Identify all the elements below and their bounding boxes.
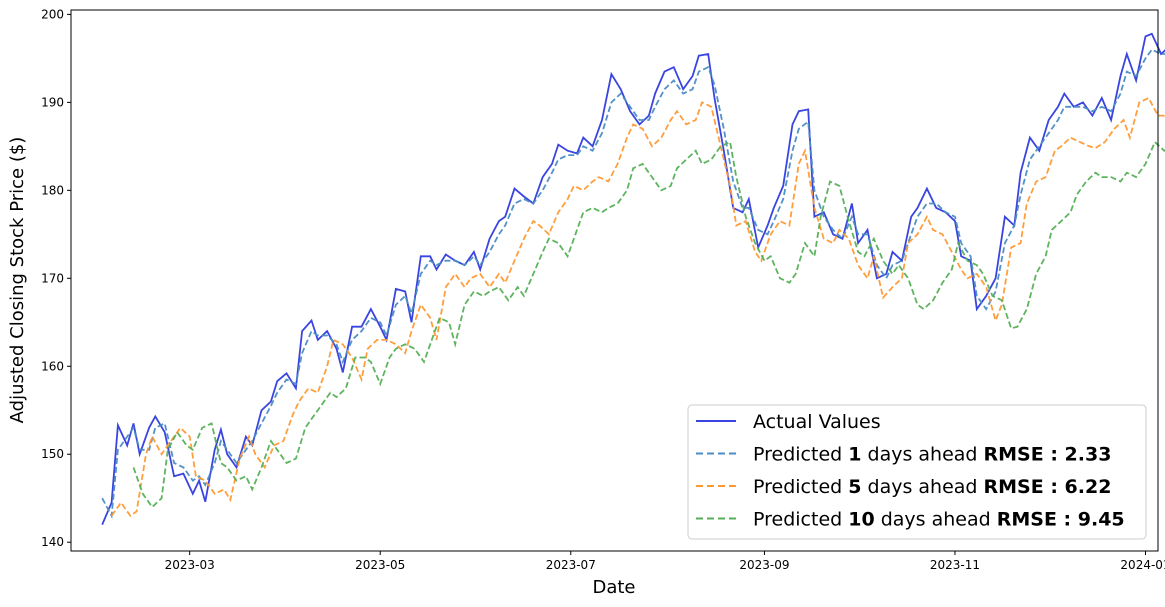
y-tick-label: 140 (41, 535, 64, 549)
y-tick-label: 150 (41, 447, 64, 461)
y-tick-label: 190 (41, 95, 64, 109)
series-line-1 (101, 48, 1165, 519)
x-tick-label: 2023-03 (165, 558, 215, 572)
legend-box (687, 404, 1147, 540)
x-tick-label: 2023-09 (739, 558, 789, 572)
y-tick-label: 180 (41, 183, 64, 197)
y-axis: 140 150 160 170 180 190 200 (41, 7, 71, 549)
legend: Actual Values Predicted 1 days ahead RMSE… (687, 404, 1147, 540)
plot-frame (70, 9, 1159, 552)
legend-label-0: Actual Values (753, 411, 881, 433)
y-tick-label: 170 (41, 271, 64, 285)
x-axis: 2023-03 2023-05 2023-07 2023-09 2023-11 2024-… (165, 551, 1165, 572)
legend-label-2: Predicted 5 days ahead RMSE : 6.22 (753, 476, 1111, 498)
x-tick-label: 2023-05 (355, 558, 405, 572)
y-tick-label: 200 (41, 7, 64, 21)
x-tick-label: 2024-01 (1120, 558, 1165, 572)
y-axis-title: Adjusted Closing Stock Price ($) (7, 137, 28, 424)
series-line-3 (132, 140, 1165, 509)
legend-label-1: Predicted 1 days ahead RMSE : 2.33 (753, 444, 1111, 466)
x-tick-label: 2023-07 (546, 558, 596, 572)
y-tick-label: 160 (41, 359, 64, 373)
legend-label-3: Predicted 10 days ahead RMSE : 9.45 (753, 509, 1125, 531)
series-line-0 (101, 32, 1165, 525)
series-line-2 (110, 96, 1165, 518)
series-layer (101, 32, 1165, 525)
x-axis-title: Date (592, 577, 635, 598)
x-tick-label: 2023-11 (930, 558, 980, 572)
